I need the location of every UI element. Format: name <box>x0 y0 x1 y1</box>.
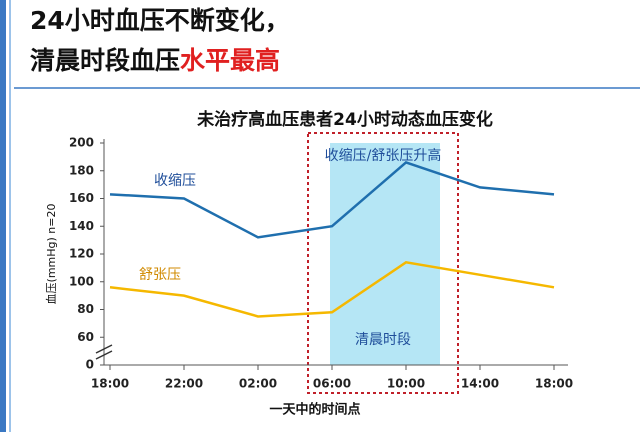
title-line: 清晨时段血压水平最高 <box>30 46 280 75</box>
chart-title: 未治疗高血压患者24小时动态血压变化 <box>196 109 493 130</box>
series-label: 舒张压 <box>139 267 181 283</box>
plot: 0 60 80 100 120 140 160 180 200 18:00 22:00 02:00 06… <box>69 136 573 391</box>
side-bar <box>0 0 6 432</box>
y-tick-label: 180 <box>69 163 94 177</box>
axis-break <box>95 350 113 360</box>
series-label: 收缩压 <box>154 173 196 189</box>
x-tick-label: 18:00 <box>91 377 129 391</box>
y-tick-label: 0 <box>86 358 94 372</box>
title-part: 水平最高 <box>180 46 280 75</box>
y-tick-label: 160 <box>69 191 94 205</box>
y-tick-label: 200 <box>69 136 94 150</box>
x-tick-label: 06:00 <box>313 377 351 391</box>
side-bar <box>9 0 11 432</box>
y-tick-label: 80 <box>77 302 94 316</box>
x-tick-label: 14:00 <box>461 377 499 391</box>
x-axis-label: 一天中的时间点 <box>269 402 360 418</box>
annotation: 清晨时段 <box>355 332 411 348</box>
y-tick-label: 60 <box>77 330 94 344</box>
axis-break <box>95 344 113 354</box>
x-tick-label: 02:00 <box>239 377 277 391</box>
title-part: 清晨时段血压 <box>30 46 180 75</box>
x-tick-label: 10:00 <box>387 377 425 391</box>
y-tick-label: 100 <box>69 274 94 288</box>
x-tick-label: 18:00 <box>535 377 573 391</box>
y-tick-label: 120 <box>69 247 94 261</box>
highlight-frame <box>307 132 459 394</box>
title-line: 24小时血压不断变化， <box>30 6 290 35</box>
y-tick-label: 140 <box>69 219 94 233</box>
annotation: 收缩压/舒张压升高 <box>325 147 442 164</box>
y-axis-label: 血压(mmHg) n=20 <box>44 204 58 305</box>
series-line <box>109 161 555 239</box>
series-line <box>109 261 555 318</box>
x-tick-label: 22:00 <box>165 377 203 391</box>
